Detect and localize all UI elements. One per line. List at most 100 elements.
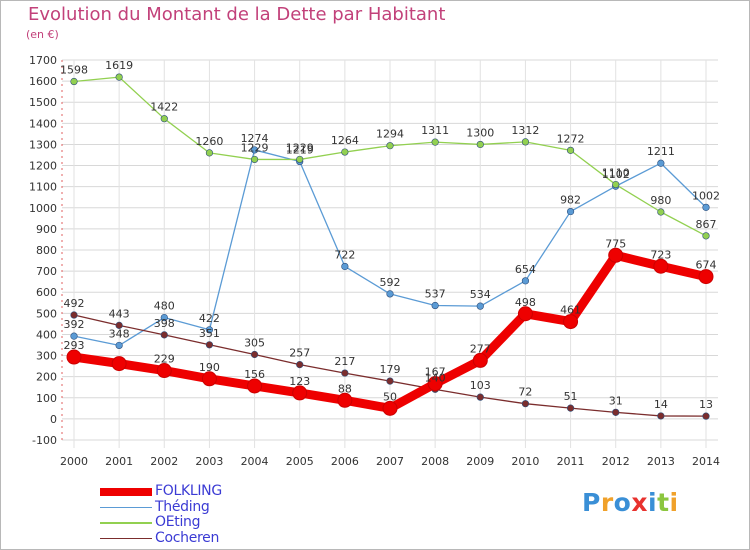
- chart-subtitle: (en €): [26, 28, 59, 41]
- logo-letter: i: [648, 488, 658, 517]
- data-label: 1211: [647, 145, 675, 158]
- logo-letter: o: [613, 488, 632, 517]
- data-point: [702, 232, 710, 240]
- y-tick-label: -100: [32, 434, 57, 447]
- data-point: [250, 155, 259, 164]
- logo-letter: i: [669, 488, 679, 517]
- data-point: [160, 331, 168, 339]
- data-point: [472, 352, 488, 368]
- data-label: 293: [64, 339, 85, 352]
- logo-letter: r: [600, 488, 614, 517]
- series-folkling: [66, 247, 714, 416]
- y-tick-label: 400: [36, 328, 57, 341]
- data-label: 13: [699, 398, 713, 411]
- data-label: 167: [425, 366, 446, 379]
- data-label: 229: [154, 353, 175, 366]
- data-point: [427, 376, 443, 392]
- x-tick-label: 2009: [466, 455, 494, 468]
- data-label: 1229: [286, 141, 314, 154]
- data-label: 480: [154, 300, 175, 313]
- data-label: 723: [650, 248, 671, 261]
- series-oeting: [70, 73, 710, 240]
- data-point: [612, 180, 620, 189]
- data-label: 654: [515, 263, 536, 276]
- data-point: [205, 326, 214, 334]
- data-label: 277: [470, 342, 491, 355]
- data-label: 461: [560, 304, 581, 317]
- chart-title: Evolution du Montant de la Dette par Hab…: [28, 4, 446, 25]
- data-point: [386, 290, 394, 298]
- data-point: [702, 412, 710, 420]
- data-label: 443: [109, 307, 130, 320]
- x-tick-label: 2005: [286, 455, 314, 468]
- data-point: [476, 302, 484, 310]
- data-label: 217: [334, 355, 355, 368]
- data-point: [563, 314, 579, 330]
- x-tick-label: 2001: [105, 455, 133, 468]
- data-point: [247, 378, 263, 394]
- x-tick-label: 2004: [241, 455, 269, 468]
- data-point: [521, 138, 530, 146]
- data-point: [115, 341, 123, 350]
- y-tick-label: 0: [50, 413, 57, 426]
- data-label: 103: [470, 379, 491, 392]
- data-label: 1260: [195, 135, 223, 148]
- data-label: 1272: [557, 132, 585, 145]
- y-tick-label: 1300: [29, 138, 57, 151]
- logo-letter: t: [657, 488, 670, 517]
- data-label: 51: [564, 390, 578, 403]
- x-tick-label: 2006: [331, 455, 359, 468]
- data-label: 31: [609, 394, 623, 407]
- data-point: [160, 313, 168, 322]
- data-label: 1619: [105, 59, 133, 72]
- legend-swatch: [100, 506, 152, 508]
- legend-label: Théding: [155, 498, 210, 515]
- x-tick-label: 2010: [511, 455, 539, 468]
- y-tick-label: 1100: [29, 181, 57, 194]
- data-label: 1312: [511, 124, 539, 137]
- data-label: 1219: [286, 144, 314, 157]
- x-tick-label: 2003: [195, 455, 223, 468]
- data-point: [337, 392, 353, 408]
- data-label: 492: [64, 297, 85, 310]
- data-point: [566, 404, 575, 412]
- data-label: 392: [64, 318, 85, 331]
- data-point: [657, 208, 665, 216]
- data-label: 1229: [241, 141, 269, 154]
- data-label: 1598: [60, 64, 88, 77]
- data-point: [70, 332, 78, 340]
- data-point: [341, 262, 349, 271]
- data-label: 1311: [421, 124, 449, 137]
- data-label: 179: [380, 363, 401, 376]
- data-point: [296, 361, 304, 369]
- data-point: [115, 73, 123, 81]
- data-label: 398: [154, 317, 175, 330]
- data-point: [341, 148, 349, 156]
- y-tick-label: 1200: [29, 160, 57, 173]
- x-tick-label: 2014: [692, 455, 720, 468]
- y-tick-label: 100: [36, 392, 57, 405]
- x-tick-label: 2000: [60, 455, 88, 468]
- x-tick-label: 2007: [376, 455, 404, 468]
- y-tick-label: 600: [36, 286, 57, 299]
- y-tick-label: 1400: [29, 117, 57, 130]
- legend-swatch: [100, 488, 152, 496]
- data-label: 50: [383, 390, 397, 403]
- data-label: 1264: [331, 134, 359, 147]
- y-tick-label: 300: [36, 350, 57, 363]
- data-label: 1102: [602, 168, 630, 181]
- x-tick-label: 2013: [647, 455, 675, 468]
- data-point: [698, 269, 714, 285]
- data-point: [70, 77, 78, 86]
- x-tick-label: 2011: [557, 455, 585, 468]
- data-point: [341, 369, 349, 377]
- data-point: [292, 385, 308, 401]
- logo-letter: P: [582, 488, 601, 517]
- data-label: 305: [244, 337, 265, 350]
- data-point: [521, 277, 530, 285]
- data-label: 722: [334, 248, 355, 261]
- proxiti-logo: Proxiti: [582, 488, 679, 517]
- data-label: 1002: [692, 189, 720, 202]
- data-label: 140: [425, 371, 446, 384]
- data-point: [431, 301, 439, 310]
